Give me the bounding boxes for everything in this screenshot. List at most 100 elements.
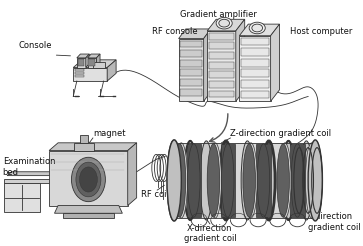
Ellipse shape — [291, 144, 304, 217]
Polygon shape — [180, 69, 202, 76]
Polygon shape — [128, 143, 136, 206]
Bar — [75, 69, 84, 71]
Ellipse shape — [220, 141, 232, 220]
Polygon shape — [87, 58, 97, 68]
Text: Examination
bed: Examination bed — [3, 157, 55, 177]
Ellipse shape — [221, 144, 234, 217]
Ellipse shape — [245, 143, 257, 218]
Polygon shape — [89, 59, 95, 66]
Polygon shape — [241, 48, 269, 56]
Polygon shape — [209, 43, 234, 49]
Polygon shape — [4, 179, 80, 183]
Polygon shape — [241, 59, 269, 67]
Ellipse shape — [257, 144, 270, 217]
Ellipse shape — [76, 162, 101, 197]
Ellipse shape — [308, 140, 322, 221]
Ellipse shape — [207, 144, 220, 217]
Bar — [290, 144, 305, 217]
Ellipse shape — [243, 144, 256, 217]
Text: Y-direction
gradient coil: Y-direction gradient coil — [308, 212, 361, 232]
Polygon shape — [236, 19, 245, 101]
Ellipse shape — [173, 144, 186, 217]
Text: Host computer: Host computer — [290, 27, 352, 36]
Polygon shape — [209, 52, 234, 59]
Bar — [75, 75, 84, 77]
Polygon shape — [107, 60, 116, 81]
Ellipse shape — [188, 144, 200, 217]
Text: X-direction
gradient coil: X-direction gradient coil — [184, 224, 236, 243]
Polygon shape — [209, 33, 234, 40]
Text: RF coils: RF coils — [141, 190, 173, 199]
Polygon shape — [49, 143, 136, 151]
Ellipse shape — [241, 141, 254, 220]
Ellipse shape — [167, 140, 181, 221]
Polygon shape — [239, 36, 270, 101]
Bar — [75, 72, 84, 74]
Bar — [62, 213, 114, 218]
Text: Console: Console — [18, 41, 52, 50]
FancyArrowPatch shape — [209, 114, 228, 142]
Polygon shape — [209, 71, 234, 78]
Ellipse shape — [249, 22, 265, 34]
Polygon shape — [207, 19, 245, 31]
Text: Z-direction gradient coil: Z-direction gradient coil — [231, 129, 331, 138]
Polygon shape — [180, 60, 202, 67]
Ellipse shape — [72, 157, 105, 202]
Ellipse shape — [305, 143, 318, 218]
Polygon shape — [241, 91, 269, 98]
Polygon shape — [180, 41, 202, 47]
Polygon shape — [204, 29, 211, 101]
Polygon shape — [180, 50, 202, 57]
Polygon shape — [77, 54, 89, 58]
Polygon shape — [73, 68, 107, 81]
Ellipse shape — [209, 143, 221, 218]
Polygon shape — [87, 54, 100, 58]
Polygon shape — [239, 24, 280, 36]
Ellipse shape — [309, 141, 322, 220]
Polygon shape — [209, 81, 234, 88]
Polygon shape — [209, 62, 234, 69]
Polygon shape — [54, 206, 122, 213]
Polygon shape — [241, 80, 269, 88]
Ellipse shape — [282, 141, 295, 220]
Polygon shape — [209, 91, 234, 97]
Polygon shape — [86, 54, 89, 68]
Ellipse shape — [216, 17, 232, 29]
Polygon shape — [93, 62, 105, 68]
Ellipse shape — [277, 144, 289, 217]
Polygon shape — [80, 135, 87, 143]
Bar — [221, 144, 235, 217]
Ellipse shape — [300, 141, 313, 220]
Polygon shape — [179, 29, 211, 39]
Bar — [256, 144, 270, 217]
Ellipse shape — [200, 141, 213, 220]
Polygon shape — [78, 59, 84, 66]
Polygon shape — [74, 143, 94, 151]
Polygon shape — [7, 172, 85, 176]
Bar — [174, 143, 315, 218]
Ellipse shape — [79, 167, 97, 192]
Text: Gradient amplifier: Gradient amplifier — [180, 10, 257, 19]
Polygon shape — [180, 79, 202, 86]
Polygon shape — [179, 39, 204, 101]
Polygon shape — [270, 24, 280, 101]
Polygon shape — [207, 31, 236, 101]
Ellipse shape — [184, 141, 196, 220]
Ellipse shape — [279, 143, 291, 218]
Ellipse shape — [219, 19, 229, 27]
Bar — [4, 183, 40, 212]
Text: RF console: RF console — [152, 27, 198, 36]
Ellipse shape — [175, 143, 188, 218]
Polygon shape — [73, 60, 116, 68]
Bar — [187, 144, 201, 217]
Polygon shape — [180, 89, 202, 95]
Polygon shape — [97, 54, 100, 68]
Polygon shape — [49, 151, 128, 206]
Ellipse shape — [168, 141, 180, 220]
Ellipse shape — [252, 24, 262, 32]
Ellipse shape — [262, 141, 275, 220]
Polygon shape — [77, 58, 86, 68]
Text: magnet: magnet — [93, 129, 125, 138]
Polygon shape — [241, 69, 269, 77]
Polygon shape — [241, 38, 269, 45]
